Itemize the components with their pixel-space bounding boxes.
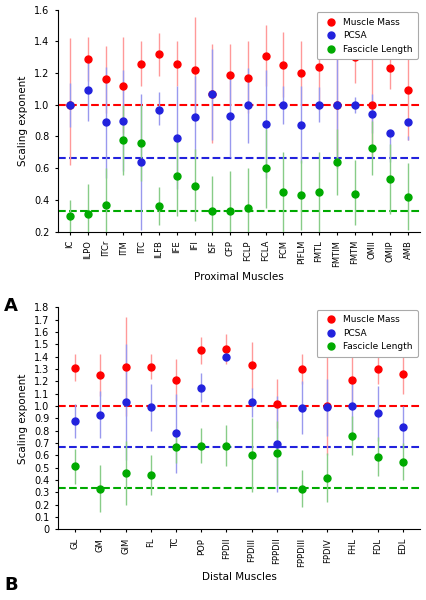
X-axis label: Distal Muscles: Distal Muscles: [201, 572, 276, 583]
Y-axis label: Scaling exponent: Scaling exponent: [18, 373, 29, 464]
Legend: Muscle Mass, PCSA, Fascicle Length: Muscle Mass, PCSA, Fascicle Length: [317, 310, 418, 357]
X-axis label: Proximal Muscles: Proximal Muscles: [194, 272, 284, 283]
Text: B: B: [4, 576, 18, 594]
Text: A: A: [4, 297, 18, 315]
Legend: Muscle Mass, PCSA, Fascicle Length: Muscle Mass, PCSA, Fascicle Length: [317, 12, 418, 59]
Y-axis label: Scaling exponent: Scaling exponent: [18, 76, 29, 166]
